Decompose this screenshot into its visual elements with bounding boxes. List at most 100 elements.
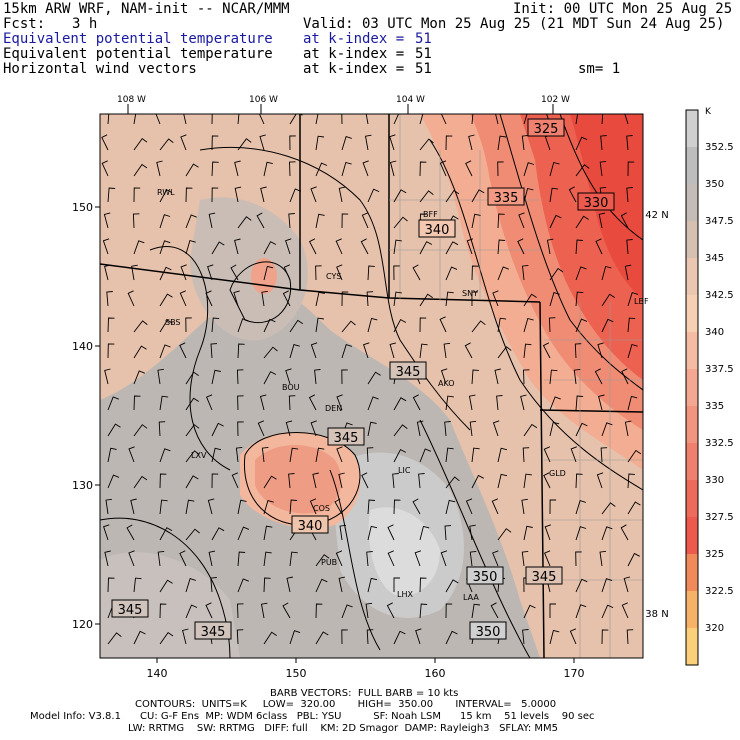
wind-barb [234, 238, 241, 255]
forecast-hours: 3 h [72, 16, 98, 32]
colorbar-label: 340 [705, 327, 724, 338]
wind-barb [185, 371, 199, 385]
wind-barb [237, 578, 249, 593]
wind-barb [206, 394, 213, 411]
wind-barb [260, 186, 267, 203]
contour-label-345-center: 345 [396, 365, 421, 380]
wind-barb [131, 264, 138, 281]
wind-barb [263, 161, 273, 177]
wind-barb [156, 160, 163, 177]
wind-barb [497, 239, 506, 255]
wind-barb [159, 527, 173, 541]
wind-barb [393, 189, 407, 203]
colorbar-swatch [686, 184, 698, 222]
wind-barb [341, 136, 352, 151]
station-sbs: SBS [165, 318, 181, 327]
wind-barb [289, 551, 298, 567]
y-tick-140: 140 [72, 340, 93, 353]
wind-barb [445, 241, 459, 255]
wind-barb [393, 318, 407, 333]
wind-barb [315, 554, 330, 567]
wind-barb [211, 473, 219, 489]
wind-barb [133, 137, 148, 151]
wind-barb [626, 187, 633, 203]
wind-barb [133, 114, 137, 125]
wind-barb [314, 369, 321, 385]
colorbar-label: 352.5 [705, 142, 734, 153]
contour-label-350-south: 350 [476, 625, 501, 640]
wind-barb [309, 498, 317, 515]
wind-barb [208, 212, 216, 229]
wind-barb [601, 422, 613, 437]
wind-barb [465, 498, 473, 515]
wind-barb [469, 524, 476, 541]
wind-barb [315, 631, 329, 645]
wind-barb [341, 344, 353, 359]
wind-barb [367, 396, 379, 411]
wind-barb [107, 317, 115, 333]
wind-barb [133, 240, 145, 255]
wind-barb [205, 290, 213, 307]
wind-barb [185, 214, 197, 229]
wind-barb [211, 527, 225, 541]
x-tick-140: 140 [147, 667, 168, 680]
wind-barb [412, 264, 421, 281]
wind-barb [627, 292, 639, 307]
wind-barb [315, 291, 325, 307]
wind-barb [263, 346, 278, 359]
wind-barb [445, 291, 454, 307]
wind-barb [595, 238, 603, 255]
colorbar-label: 325 [705, 549, 724, 560]
wind-barb [289, 630, 301, 645]
colorbar-swatch [686, 369, 698, 407]
contours-note: CONTOURS: UNITS=K LOW= 320.00 HIGH= 350.… [135, 699, 557, 710]
wind-barb [155, 114, 161, 125]
wind-barb [107, 632, 122, 645]
wind-barb [256, 212, 265, 229]
wind-barb [523, 114, 528, 125]
wind-barb [159, 579, 173, 593]
wind-barb [549, 499, 557, 515]
wind-barb [105, 498, 112, 515]
wind-barb [543, 446, 551, 463]
wind-barb [600, 447, 608, 463]
field-1-k: 51 [415, 31, 432, 47]
wind-barb [495, 114, 499, 125]
colorbar-label: 350 [705, 179, 724, 190]
wind-barb [367, 188, 380, 203]
wind-barb [315, 135, 325, 151]
wind-barb [289, 135, 296, 151]
wind-barb [341, 604, 353, 619]
wind-barb [570, 446, 577, 463]
wind-barb [393, 577, 400, 592]
wind-barb [133, 475, 148, 489]
wind-barb [393, 114, 406, 125]
wind-barb [159, 214, 171, 229]
wind-barb [315, 114, 319, 125]
smoothing-label: sm= 1 [578, 61, 621, 77]
wind-barb [211, 135, 219, 151]
wind-barb [263, 475, 277, 489]
wind-barb [471, 474, 484, 489]
wind-barb [419, 343, 428, 359]
wind-barb [601, 604, 614, 619]
wind-barb [315, 603, 323, 619]
colorbar-label: 347.5 [705, 216, 734, 227]
wind-barb [412, 394, 421, 411]
wind-barb [159, 266, 172, 281]
wind-barb [627, 395, 638, 411]
wind-barb [367, 577, 378, 593]
field-3-level: at k-index = [303, 61, 405, 77]
wind-barb [102, 238, 110, 255]
wind-barb [237, 343, 245, 359]
wind-barb [575, 604, 587, 619]
colorbar-label: 327.5 [705, 512, 734, 523]
wind-barb [523, 343, 532, 359]
wind-barb [185, 240, 196, 255]
wind-barb [159, 344, 171, 359]
wind-barb [597, 342, 604, 359]
wind-barb [338, 576, 345, 593]
station-cys: CYS [326, 272, 341, 281]
wind-barb [575, 291, 584, 307]
wind-barb [568, 186, 577, 203]
